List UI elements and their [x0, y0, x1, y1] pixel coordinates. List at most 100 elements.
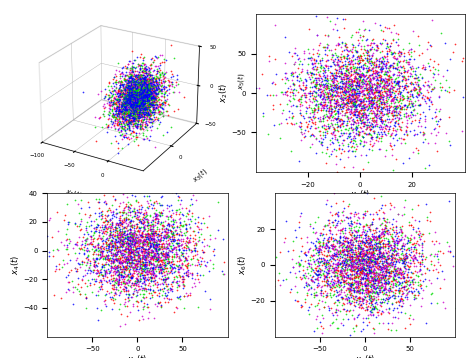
Point [139, 245, 146, 251]
Point [315, 138, 323, 144]
Point [330, 190, 337, 196]
Point [425, 83, 433, 89]
Point [333, 289, 341, 295]
Point [343, 277, 350, 282]
Point [315, 87, 323, 92]
Point [297, 129, 305, 135]
Point [101, 198, 109, 204]
Point [412, 86, 419, 91]
Point [348, 251, 356, 257]
Point [124, 241, 132, 247]
Point [92, 228, 100, 234]
Point [347, 245, 355, 251]
Point [380, 263, 388, 269]
Point [364, 250, 371, 256]
Point [173, 237, 181, 243]
Point [132, 280, 139, 285]
Point [334, 102, 342, 108]
Point [119, 263, 127, 268]
Point [355, 245, 363, 251]
Point [345, 290, 352, 295]
Point [351, 112, 359, 118]
Point [369, 70, 376, 76]
Point [148, 237, 156, 243]
Point [125, 256, 132, 262]
Point [394, 64, 402, 69]
Point [168, 228, 175, 234]
Point [104, 237, 111, 242]
Point [345, 93, 352, 99]
Point [135, 263, 142, 269]
Point [130, 205, 137, 211]
Point [391, 261, 399, 267]
Point [338, 254, 346, 260]
Point [353, 253, 361, 259]
Point [174, 270, 182, 275]
Point [32, 295, 40, 301]
Point [383, 282, 390, 287]
Point [420, 83, 428, 89]
Point [380, 83, 387, 88]
Point [345, 75, 352, 81]
Point [408, 274, 415, 280]
Point [405, 62, 413, 67]
Point [350, 212, 358, 217]
Point [333, 59, 340, 65]
Point [357, 55, 365, 61]
Point [392, 256, 399, 261]
Point [371, 272, 378, 277]
Point [161, 229, 169, 235]
Point [112, 277, 120, 282]
Point [321, 74, 329, 80]
Point [113, 272, 120, 278]
Point [333, 137, 341, 143]
Point [376, 253, 384, 259]
Point [374, 240, 382, 246]
Point [371, 258, 379, 263]
Point [386, 89, 394, 95]
Point [387, 118, 394, 124]
Point [121, 246, 129, 252]
Point [337, 66, 345, 72]
Point [113, 249, 120, 255]
Point [358, 106, 365, 112]
Point [370, 40, 378, 46]
Point [106, 225, 114, 231]
Point [187, 270, 194, 276]
Point [378, 267, 385, 273]
Point [326, 253, 334, 259]
Point [375, 96, 383, 101]
Point [331, 236, 339, 241]
Point [129, 233, 137, 238]
Point [309, 61, 316, 67]
Point [85, 223, 93, 229]
Point [358, 305, 365, 310]
Point [290, 86, 297, 92]
Point [376, 88, 384, 93]
Point [364, 122, 372, 128]
Point [356, 74, 364, 80]
Point [369, 281, 376, 287]
Point [349, 78, 356, 84]
Point [352, 105, 360, 110]
Point [288, 69, 295, 75]
Point [350, 276, 357, 281]
Point [408, 100, 416, 106]
Point [151, 243, 159, 249]
Point [374, 138, 382, 144]
Point [95, 247, 102, 253]
Point [146, 295, 154, 301]
Point [104, 241, 111, 247]
Point [107, 238, 114, 243]
Point [371, 284, 378, 290]
Point [126, 266, 133, 272]
Point [320, 259, 328, 265]
Point [188, 275, 195, 281]
Y-axis label: $x_4(t)$: $x_4(t)$ [9, 255, 21, 275]
Point [126, 310, 134, 315]
Point [364, 286, 371, 292]
Point [128, 229, 135, 235]
Point [149, 226, 156, 232]
Point [119, 286, 127, 291]
Point [114, 222, 122, 227]
